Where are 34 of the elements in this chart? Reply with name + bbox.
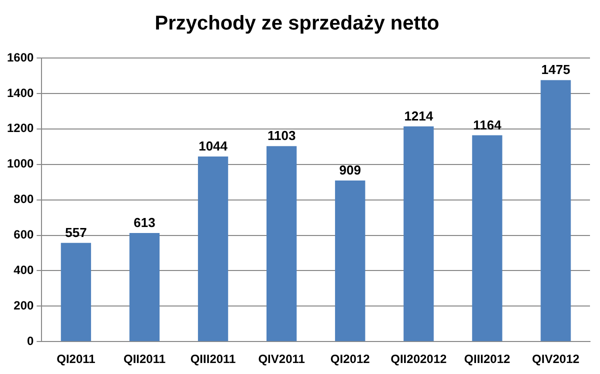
data-label: 557 [65, 224, 87, 240]
bar [60, 242, 92, 342]
bar [198, 156, 228, 342]
bar [335, 180, 366, 342]
chart-title: Przychody ze sprzedaży netto [154, 12, 440, 35]
data-label: 1475 [541, 62, 570, 78]
y-tick-label: 200 [14, 298, 34, 312]
y-tick-label: 1400 [6, 86, 34, 100]
x-tick-label: QIV2011 [258, 352, 306, 366]
y-tick-label: 400 [14, 263, 34, 278]
x-tick-label: QI2011 [56, 352, 96, 366]
x-tick-label: QII2011 [123, 352, 166, 366]
y-tick-label: 1000 [6, 156, 34, 171]
x-tick-label: QI2012 [330, 352, 370, 366]
x-tick-label: QIII2011 [190, 352, 236, 366]
bar [540, 80, 571, 342]
data-label: 613 [134, 215, 156, 230]
bar [266, 146, 297, 342]
y-tick-label: 800 [14, 192, 34, 206]
data-label: 1103 [267, 128, 296, 144]
data-label: 1044 [198, 138, 228, 154]
bar [129, 232, 160, 342]
data-label: 1214 [404, 108, 434, 124]
y-tick-label: 0 [27, 334, 34, 348]
bar [404, 126, 434, 342]
y-tick-label: 1200 [6, 121, 34, 136]
y-tick-label: 600 [14, 228, 34, 242]
data-label: 1164 [473, 117, 502, 132]
y-tick-label: 1600 [6, 50, 34, 64]
x-tick-label: QII202012 [390, 352, 447, 366]
data-label: 909 [339, 162, 361, 178]
x-tick-label: QIV2012 [532, 352, 580, 366]
bar [472, 135, 502, 342]
x-tick-label: QIII2012 [464, 352, 511, 366]
